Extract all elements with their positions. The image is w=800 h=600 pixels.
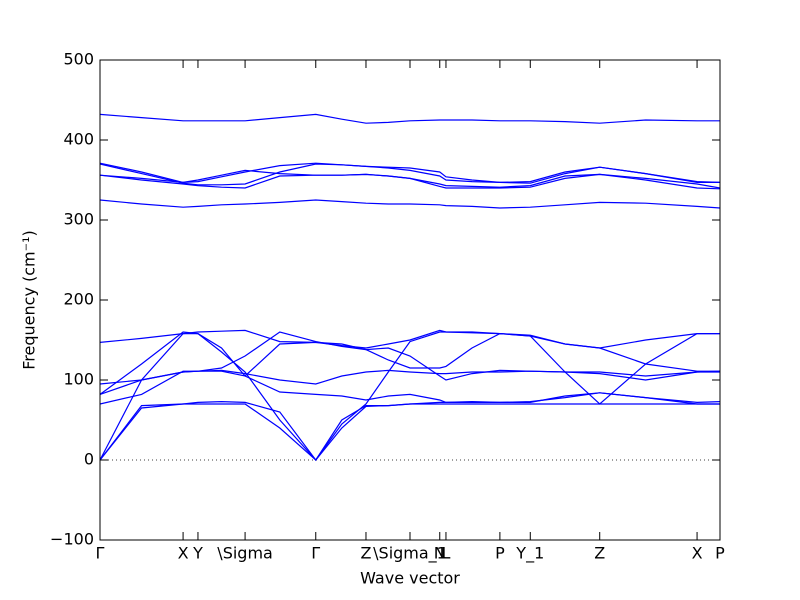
x-tick-label: X	[178, 544, 189, 563]
band-line	[99, 199, 721, 209]
x-tick-label: N	[434, 544, 446, 563]
x-tick-label: Γ	[311, 544, 320, 563]
x-tick-label: P	[495, 544, 505, 563]
y-tick-label: 100	[63, 370, 94, 389]
band-line	[99, 173, 721, 190]
band-line	[99, 113, 720, 124]
y-tick-label: −100	[50, 530, 94, 549]
band-line	[99, 331, 720, 405]
band-line	[99, 331, 721, 405]
x-tick-label: Z	[594, 544, 605, 563]
x-tick-label: P	[715, 544, 725, 563]
x-tick-label: Y	[192, 544, 203, 563]
y-tick-label: 500	[63, 50, 94, 69]
y-tick-label: 400	[63, 130, 94, 149]
y-axis-label: Frequency (cm⁻¹)	[20, 230, 39, 369]
x-tick-label: \Sigma_1	[373, 544, 447, 564]
band-line	[99, 163, 721, 186]
x-tick-label: Γ	[96, 544, 105, 563]
band-line	[99, 392, 721, 461]
x-tick-label: L	[441, 544, 450, 563]
x-tick-label: Z	[360, 544, 371, 563]
band-line	[99, 331, 720, 461]
band-line	[99, 162, 720, 184]
x-tick-label: Y_1	[515, 544, 544, 564]
plot-frame	[99, 59, 721, 541]
x-tick-label: \Sigma	[217, 544, 273, 563]
y-tick-label: 0	[84, 450, 94, 469]
y-tick-label: 300	[63, 210, 94, 229]
y-tick-label: 200	[63, 290, 94, 309]
x-tick-label: X	[692, 544, 703, 563]
x-axis-label: Wave vector	[360, 569, 460, 588]
band-line	[99, 369, 720, 385]
